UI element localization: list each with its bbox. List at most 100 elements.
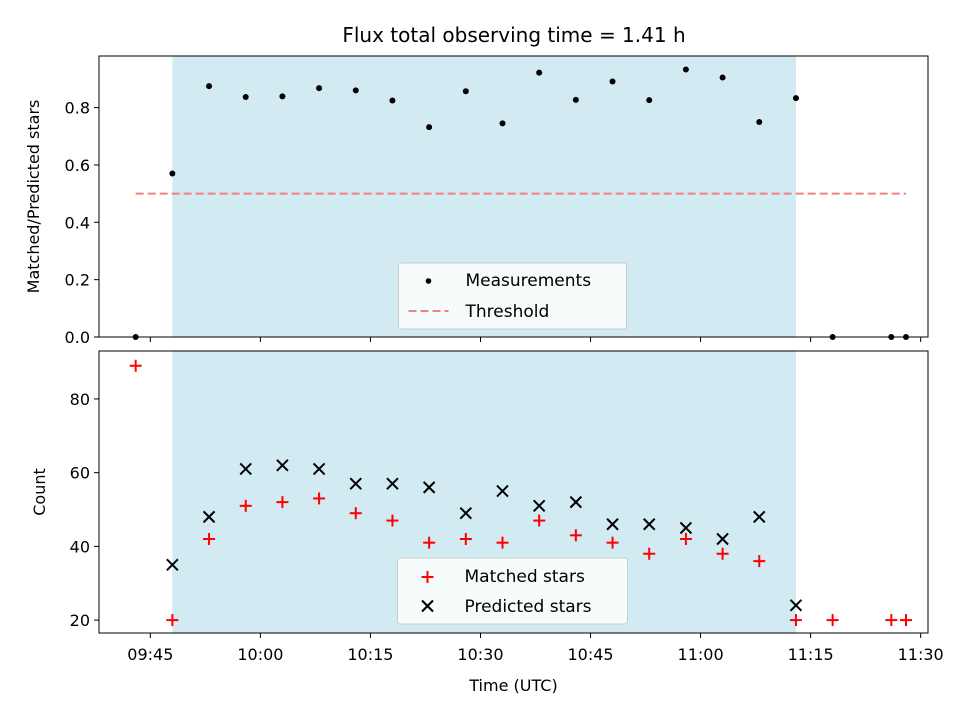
measurement-point — [169, 170, 176, 177]
predicted-star-point — [276, 459, 289, 472]
predicted-stars-points — [166, 459, 803, 612]
legend-matched-marker — [421, 571, 434, 583]
matched-star-point — [899, 614, 912, 627]
matched-star-point — [789, 614, 802, 627]
predicted-star-point — [606, 518, 619, 531]
matched-stars-points — [129, 359, 912, 627]
ratio-legend: Measurements Threshold — [398, 262, 627, 330]
legend-cross-marker — [421, 599, 434, 613]
predicted-star-point — [349, 477, 362, 490]
matched-star-point — [716, 547, 729, 560]
measurement-point — [242, 94, 249, 101]
measurement-point — [206, 83, 213, 90]
count-axes-frame — [98, 350, 929, 634]
x-axis-label: Time (UTC) — [468, 676, 557, 695]
predicted-star-point — [789, 599, 803, 612]
matched-star-point — [166, 614, 179, 627]
predicted-star-point — [422, 481, 436, 494]
count-y-ticks: 20 40 60 80 — [70, 390, 99, 630]
matched-star-point — [826, 614, 839, 627]
matched-star-point — [203, 533, 216, 545]
matched-star-point — [129, 359, 142, 372]
matched-star-point — [679, 533, 692, 545]
count-y-axis-label: Count — [30, 468, 49, 516]
cross-stroke-b — [532, 499, 546, 513]
measurement-point — [536, 69, 543, 76]
cross-stroke-b — [239, 462, 252, 476]
x-tick-label: 10:45 — [567, 645, 613, 664]
cross-stroke-b — [312, 462, 326, 476]
cross-stroke-b — [276, 459, 289, 472]
cross-stroke-b — [716, 532, 729, 546]
cross-stroke-b — [166, 558, 179, 572]
x-tick-label: 10:15 — [347, 645, 393, 664]
ratio-y-axis-label: Matched/Predicted stars — [24, 100, 43, 294]
predicted-star-point — [716, 532, 729, 546]
y-tick-label: 0.8 — [65, 99, 90, 118]
y-tick-label: 60 — [70, 464, 90, 483]
ratio-axes-frame — [98, 55, 929, 338]
matched-star-point — [459, 533, 472, 545]
cross-stroke-b — [789, 599, 803, 612]
count-x-ticks: 09:45 10:00 10:15 10:30 10:45 11:00 11:15 11:30 — [127, 633, 944, 664]
x-tick-label: 11:00 — [678, 645, 724, 664]
cross-stroke-b — [569, 495, 583, 509]
matched-star-point — [606, 536, 619, 549]
predicted-star-point — [386, 477, 399, 490]
measurement-point — [719, 74, 726, 81]
y-tick-label: 0.0 — [65, 328, 90, 347]
legend-threshold-label: Threshold — [465, 302, 550, 322]
y-tick-label: 0.4 — [65, 213, 90, 232]
cross-stroke-b — [349, 477, 362, 490]
predicted-star-point — [202, 510, 216, 524]
predicted-star-point — [643, 518, 656, 531]
count-panel: 20 40 60 80 09:45 10:00 10:15 10:30 10:45 11:00 1… — [30, 350, 944, 695]
matched-star-point — [885, 614, 898, 627]
cross-stroke-b — [459, 506, 473, 520]
cross-stroke-b — [606, 518, 619, 531]
ratio-panel: 0.00.20.40.60.8 Matched/Predicted stars … — [24, 55, 929, 347]
predicted-star-point — [496, 484, 509, 498]
y-tick-label: 0.2 — [65, 271, 90, 290]
legend-measurements-label: Measurements — [466, 271, 592, 291]
cross-stroke-b — [421, 599, 434, 613]
predicted-star-point — [459, 506, 473, 520]
cross-stroke-b — [679, 521, 693, 535]
legend-predicted-marker — [421, 599, 434, 613]
predicted-star-point — [239, 462, 252, 476]
cross-stroke-b — [753, 510, 766, 524]
measurement-point — [426, 124, 433, 131]
measurement-point — [646, 97, 653, 104]
matched-star-point — [349, 507, 362, 520]
predicted-star-point — [532, 499, 546, 513]
matched-star-point — [423, 536, 436, 549]
y-tick-label: 80 — [70, 390, 90, 409]
y-tick-label: 20 — [70, 611, 90, 630]
predicted-star-point — [679, 521, 693, 535]
measurement-point — [682, 66, 689, 73]
measurement-point — [352, 87, 359, 94]
matched-star-point — [533, 514, 546, 527]
cross-stroke-b — [643, 518, 656, 531]
measurement-points — [132, 66, 909, 340]
cross-stroke-b — [496, 484, 509, 498]
x-tick-label: 11:15 — [788, 645, 834, 664]
matched-star-point — [753, 555, 766, 568]
ratio-y-ticks: 0.0 0.2 0.4 0.6 0.8 — [65, 99, 99, 347]
matched-star-point — [276, 496, 289, 509]
matched-star-point — [643, 547, 656, 560]
x-tick-label: 09:45 — [127, 645, 173, 664]
measurement-point — [756, 118, 763, 125]
legend-predicted-label: Predicted stars — [465, 597, 592, 617]
x-tick-label: 10:00 — [237, 645, 283, 664]
predicted-star-point — [753, 510, 766, 524]
measurement-point — [316, 85, 323, 92]
predicted-star-point — [166, 558, 179, 572]
measurement-point — [389, 97, 396, 104]
y-tick-label: 0.6 — [65, 156, 90, 175]
ratio-x-ticks — [149, 337, 922, 342]
cross-stroke-b — [202, 510, 216, 524]
cross-stroke-b — [422, 481, 436, 494]
measurement-point — [792, 95, 799, 102]
